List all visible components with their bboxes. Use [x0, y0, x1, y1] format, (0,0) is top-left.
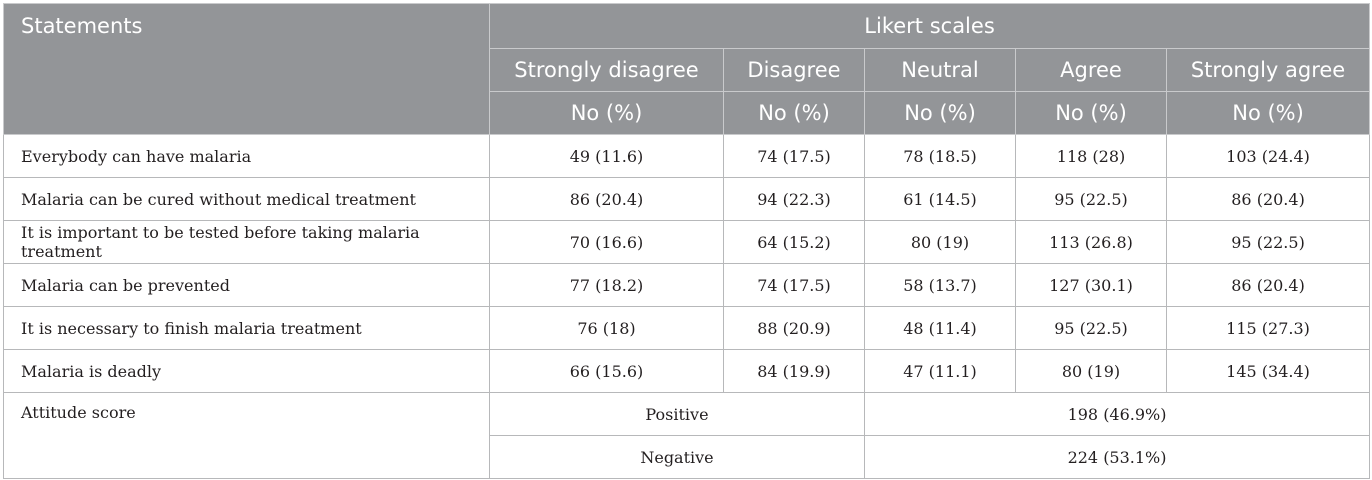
value-cell: 64 (15.2)	[723, 220, 865, 264]
value-cell: 80 (19)	[1015, 349, 1167, 393]
value-cell: 49 (11.6)	[489, 134, 724, 178]
value-cell: 66 (15.6)	[489, 349, 724, 393]
scale-header-disagree: Disagree	[723, 48, 865, 92]
table-body: Everybody can have malaria 49 (11.6) 74 …	[3, 134, 1371, 479]
value-cell: 48 (11.4)	[864, 306, 1016, 350]
value-cell: 127 (30.1)	[1015, 263, 1167, 307]
unit-header: No (%)	[1015, 91, 1167, 135]
negative-value-cell: 224 (53.1%)	[863, 435, 1371, 479]
value-cell: 95 (22.5)	[1015, 177, 1167, 221]
value-cell: 61 (14.5)	[864, 177, 1016, 221]
value-cell: 86 (20.4)	[489, 177, 724, 221]
value-cell: 76 (18)	[489, 306, 724, 350]
table-header: Statements Likert scales Strongly disagr…	[3, 3, 1371, 135]
attitude-row-positive: Attitude score Positive 198 (46.9%)	[3, 392, 1371, 479]
scale-header-strongly-disagree: Strongly disagree	[489, 48, 724, 92]
statement-cell: It is necessary to finish malaria treatm…	[3, 306, 490, 350]
value-cell: 113 (26.8)	[1015, 220, 1167, 264]
value-cell: 115 (27.3)	[1165, 306, 1371, 350]
likert-scales-header: Likert scales	[488, 3, 1371, 49]
positive-label-cell: Positive	[489, 392, 865, 436]
value-cell: 86 (20.4)	[1165, 263, 1371, 307]
table-row: It is important to be tested before taki…	[3, 220, 1371, 264]
value-cell: 94 (22.3)	[723, 177, 865, 221]
value-cell: 103 (24.4)	[1165, 134, 1371, 178]
value-cell: 80 (19)	[864, 220, 1016, 264]
value-cell: 70 (16.6)	[489, 220, 724, 264]
likert-table-container: Statements Likert scales Strongly disagr…	[3, 3, 1371, 479]
value-cell: 74 (17.5)	[723, 134, 865, 178]
negative-label-cell: Negative	[489, 435, 865, 479]
table-row: Everybody can have malaria 49 (11.6) 74 …	[3, 134, 1371, 178]
value-cell: 86 (20.4)	[1165, 177, 1371, 221]
table-row: Malaria is deadly 66 (15.6) 84 (19.9) 47…	[3, 349, 1371, 393]
positive-value-cell: 198 (46.9%)	[863, 392, 1371, 436]
unit-header: No (%)	[864, 91, 1016, 135]
scale-header-agree: Agree	[1015, 48, 1167, 92]
value-cell: 84 (19.9)	[723, 349, 865, 393]
unit-header: No (%)	[723, 91, 865, 135]
statement-cell: Everybody can have malaria	[3, 134, 490, 178]
statement-cell: It is important to be tested before taki…	[3, 220, 490, 264]
scale-header-strongly-agree: Strongly agree	[1165, 48, 1371, 92]
value-cell: 118 (28)	[1015, 134, 1167, 178]
statement-cell: Malaria can be prevented	[3, 263, 490, 307]
table-row: It is necessary to finish malaria treatm…	[3, 306, 1371, 350]
value-cell: 95 (22.5)	[1015, 306, 1167, 350]
value-cell: 78 (18.5)	[864, 134, 1016, 178]
likert-attitude-table: Statements Likert scales Strongly disagr…	[3, 3, 1371, 479]
value-cell: 88 (20.9)	[723, 306, 865, 350]
statement-cell: Malaria can be cured without medical tre…	[3, 177, 490, 221]
scale-header-neutral: Neutral	[864, 48, 1016, 92]
unit-header: No (%)	[1165, 91, 1371, 135]
attitude-row-negative: Negative 224 (53.1%)	[4, 435, 1371, 479]
unit-header: No (%)	[489, 91, 724, 135]
value-cell: 74 (17.5)	[723, 263, 865, 307]
table-row: Malaria can be prevented 77 (18.2) 74 (1…	[3, 263, 1371, 307]
attitude-score-label: Attitude score	[3, 392, 490, 479]
value-cell: 58 (13.7)	[864, 263, 1016, 307]
value-cell: 145 (34.4)	[1165, 349, 1371, 393]
value-cell: 95 (22.5)	[1165, 220, 1371, 264]
statements-header: Statements	[3, 3, 490, 135]
statement-cell: Malaria is deadly	[3, 349, 490, 393]
table-row: Malaria can be cured without medical tre…	[3, 177, 1371, 221]
value-cell: 77 (18.2)	[489, 263, 724, 307]
value-cell: 47 (11.1)	[864, 349, 1016, 393]
